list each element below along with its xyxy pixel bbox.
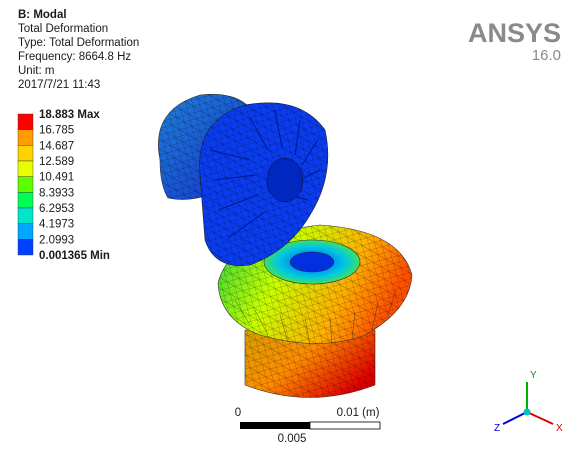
legend-swatch <box>17 145 34 162</box>
axis-label: Y <box>530 370 537 381</box>
header-line: Type: Total Deformation <box>18 37 139 49</box>
header-line: Unit: m <box>18 65 54 77</box>
logo-name: ANSYS <box>468 18 561 48</box>
header: B: Modal Total Deformation Type: Total D… <box>18 9 139 91</box>
scale-middle: 0.005 <box>278 433 307 445</box>
scale-end: 0.01 (m) <box>337 407 380 419</box>
legend-label: 14.687 <box>39 140 74 152</box>
header-line: Total Deformation <box>18 23 108 35</box>
header-title: B: Modal <box>18 9 67 21</box>
legend-swatch <box>17 176 34 193</box>
legend-label: 4.1973 <box>39 219 74 231</box>
triad: Y X Z <box>494 370 563 434</box>
legend-label: 12.589 <box>39 156 74 168</box>
legend-label: 6.2953 <box>39 203 74 215</box>
logo-version: 16.0 <box>532 47 561 64</box>
legend-swatch <box>17 129 34 146</box>
legend-label: 18.883 Max <box>39 109 100 121</box>
header-line: Frequency: 8664.8 Hz <box>18 51 131 63</box>
legend-label: 0.001365 Min <box>39 250 110 262</box>
legend-swatch <box>17 192 34 209</box>
legend-swatch <box>17 113 34 130</box>
scale-start: 0 <box>235 407 241 419</box>
triad-origin <box>523 408 531 416</box>
legend-swatch <box>17 160 34 177</box>
legend-swatch <box>17 207 34 224</box>
legend-swatch <box>17 223 34 240</box>
axis-label: Z <box>494 423 500 434</box>
scale-segment <box>309 421 381 430</box>
legend-swatch <box>17 239 34 256</box>
model <box>158 94 413 398</box>
legend-label: 2.0993 <box>39 234 74 246</box>
scale-bar: 0 0.01 (m) 0.005 <box>235 407 381 445</box>
logo: ANSYS 16.0 <box>468 18 561 64</box>
scale-segment <box>240 422 310 429</box>
header-line: 2017/7/21 11:43 <box>18 79 100 91</box>
legend-label: 16.785 <box>39 125 74 137</box>
axis-z <box>502 411 528 425</box>
axis-label: X <box>556 423 563 434</box>
legend-label: 10.491 <box>39 172 74 184</box>
axis-x <box>526 411 554 425</box>
legend: 18.883 Max 16.785 14.687 12.589 10.491 8.3933… <box>17 109 110 262</box>
legend-label: 8.3933 <box>39 187 74 199</box>
